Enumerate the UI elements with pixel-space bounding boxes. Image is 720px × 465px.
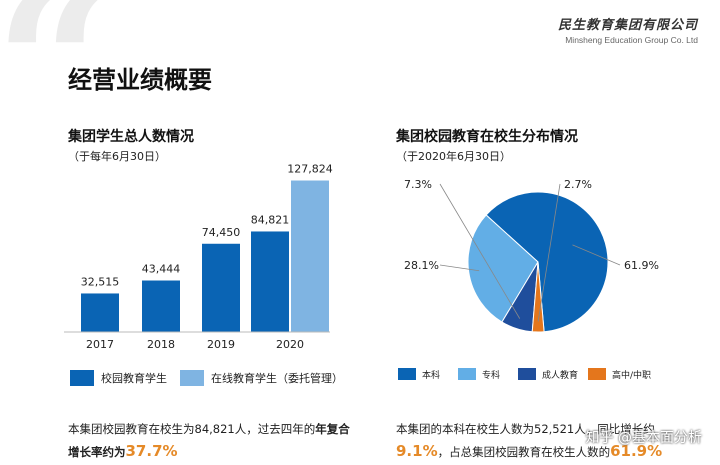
bar-campus-2019 [202, 243, 240, 332]
bar-label-campus-2019: 74,450 [202, 226, 241, 239]
pie-legend-swatch-1 [458, 368, 476, 380]
company-logo: 民生教育集团有限公司 Minsheng Education Group Co. … [558, 14, 698, 45]
left-note-bold-2: 增长率约为 [68, 445, 126, 459]
pie-legend-swatch-0 [398, 368, 416, 380]
pie-leader-1 [439, 264, 480, 272]
bar-online-2020 [291, 180, 329, 332]
bar-chart-title: 集团学生总人数情况 [68, 129, 194, 145]
left-note-bold: 年复合 [315, 422, 350, 436]
pie-leader-0 [572, 244, 621, 266]
page-title: 经营业绩概要 [68, 66, 212, 94]
x-tick-2020: 2020 [276, 338, 304, 351]
left-summary-note: 本集团校园教育在校生为84,821人，过去四年的年复合 增长率约为37.7% [68, 418, 368, 463]
bar-chart-subtitle: （于每年6月30日） [68, 150, 166, 163]
right-note-text-1: 本集团的本科在校生人数为52,521人，同比增长约 [396, 422, 655, 436]
watermark: 知乎 @基本面分析 [586, 427, 702, 447]
share-highlight: 61.9% [610, 442, 663, 460]
pie-slice-3 [531, 261, 545, 333]
pie-slice-0 [485, 191, 609, 333]
logo-english-name: Minsheng Education Group Co. Ltd [565, 35, 698, 45]
yoy-growth-highlight: 9.1% [396, 442, 438, 460]
pie-label-0: 61.9% [624, 259, 659, 272]
right-summary-note: 本集团的本科在校生人数为52,521人，同比增长约 9.1%，占总集团校园教育在… [396, 418, 706, 463]
pie-legend-swatch-3 [588, 368, 606, 380]
left-note-text: 本集团校园教育在校生为84,821人，过去四年的 [68, 422, 316, 436]
pie-slice-1 [467, 214, 539, 323]
pie-legend-label-3: 高中/中职 [612, 369, 651, 381]
bar-label-online-2020: 127,824 [287, 163, 333, 176]
watermark-text: 知乎 @基本面分析 [585, 430, 702, 446]
legend-label-online: 在线教育学生（委托管理） [211, 371, 343, 385]
pie-label-3: 2.7% [564, 178, 592, 191]
legend-swatch-campus [70, 370, 94, 386]
bar-label-campus-2018: 43,444 [142, 263, 181, 276]
bar-campus-2018 [142, 280, 180, 332]
pie-label-2: 7.3% [404, 178, 432, 191]
bar-campus-2020 [251, 231, 289, 332]
logo-chinese-name: 民生教育集团有限公司 [557, 18, 698, 33]
pie-leader-2 [439, 183, 521, 319]
pie-label-1: 28.1% [404, 259, 439, 272]
bar-label-campus-2020: 84,821 [251, 213, 290, 226]
pie-leader-3 [537, 183, 561, 322]
pie-chart-title: 集团校园教育在校生分布情况 [396, 129, 578, 145]
x-tick-2019: 2019 [207, 338, 235, 351]
pie-legend-label-0: 本科 [422, 369, 440, 381]
right-note-text-2: ，占总集团校园教育在校生人数的 [437, 445, 611, 459]
bar-label-campus-2017: 32,515 [81, 275, 120, 288]
legend-swatch-online [180, 370, 204, 386]
bar-campus-2017 [81, 293, 119, 332]
x-tick-2017: 2017 [86, 338, 114, 351]
pie-legend-label-1: 专科 [482, 369, 500, 381]
legend-label-campus: 校园教育学生 [101, 371, 167, 385]
growth-rate-highlight: 37.7% [125, 442, 178, 460]
pie-chart-subtitle: （于2020年6月30日） [396, 150, 511, 163]
pie-legend-swatch-2 [518, 368, 536, 380]
pie-legend-label-2: 成人教育 [542, 369, 578, 381]
x-tick-2018: 2018 [147, 338, 175, 351]
